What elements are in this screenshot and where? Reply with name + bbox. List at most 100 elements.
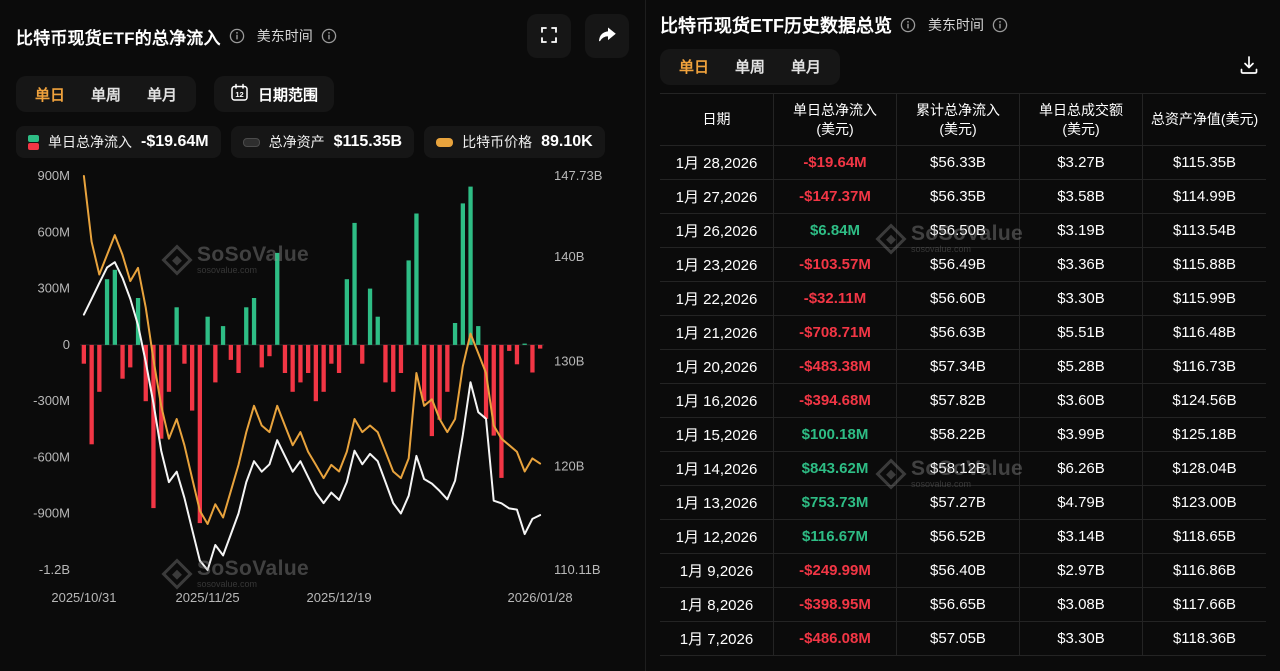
legend-total-assets[interactable]: 总净资产 $115.35B [230, 126, 415, 158]
cumulative-flow-cell: $56.52B [897, 520, 1020, 554]
svg-text:2026/01/28: 2026/01/28 [508, 590, 573, 605]
date-cell: 1月 21,2026 [660, 316, 774, 350]
volume-cell: $3.14B [1020, 520, 1143, 554]
daily-flow-cell: $100.18M [774, 418, 897, 452]
tab-daily[interactable]: 单日 [22, 79, 78, 110]
download-button[interactable] [1232, 48, 1266, 85]
nav-cell: $123.00B [1143, 486, 1266, 520]
daily-flow-cell: $6.84M [774, 214, 897, 248]
table-header-row: 日期 单日总净流入 (美元) 累计总净流入 (美元) 单日总成交额 (美元) 总资产净值(美元… [660, 93, 1266, 146]
svg-text:2025/11/25: 2025/11/25 [176, 590, 240, 605]
table-row: 1月 15,2026 $100.18M $58.22B $3.99B $125.18B [660, 418, 1266, 452]
info-icon[interactable] [229, 28, 245, 44]
column-header: 累计总净流入 (美元) [897, 94, 1020, 146]
svg-text:140B: 140B [554, 249, 584, 264]
date-cell: 1月 8,2026 [660, 588, 774, 622]
column-header: 总资产净值(美元) [1143, 94, 1266, 146]
volume-cell: $3.36B [1020, 248, 1143, 282]
nav-cell: $125.18B [1143, 418, 1266, 452]
share-icon [597, 25, 617, 48]
date-cell: 1月 16,2026 [660, 384, 774, 418]
tab-weekly[interactable]: 单周 [722, 51, 778, 82]
period-tabs: 单日 单周 单月 [16, 76, 197, 112]
nav-cell: $115.35B [1143, 146, 1266, 180]
nav-cell: $115.99B [1143, 282, 1266, 316]
flow-chart[interactable]: 900M 600M 300M 0 -300M -600M -900M -1.2B 147.73B… [16, 166, 629, 614]
daily-flow-cell: -$249.99M [774, 554, 897, 588]
history-table-panel: 比特币现货ETF历史数据总览 美东时间 单日 单周 单月 [646, 0, 1280, 671]
volume-cell: $3.08B [1020, 588, 1143, 622]
table-row: 1月 27,2026 -$147.37M $56.35B $3.58B $114.99B [660, 180, 1266, 214]
date-cell: 1月 12,2026 [660, 520, 774, 554]
chart-title: 比特币现货ETF的总净流入 [16, 28, 221, 48]
legend-daily-flow[interactable]: 单日总净流入 -$19.64M [16, 126, 221, 158]
calendar-icon: 12 [230, 83, 249, 106]
period-tabs: 单日 单周 单月 [660, 48, 841, 85]
share-button[interactable] [585, 14, 629, 58]
tab-monthly[interactable]: 单月 [134, 79, 190, 110]
cumulative-flow-cell: $57.05B [897, 622, 1020, 656]
cumulative-flow-cell: $57.27B [897, 486, 1020, 520]
volume-cell: $3.99B [1020, 418, 1143, 452]
tab-monthly[interactable]: 单月 [778, 51, 834, 82]
flow-chart-panel: 比特币现货ETF的总净流入 美东时间 [16, 0, 646, 671]
svg-text:-600M: -600M [33, 449, 70, 464]
table-row: 1月 12,2026 $116.67M $56.52B $3.14B $118.65B [660, 520, 1266, 554]
volume-cell: $5.28B [1020, 350, 1143, 384]
daily-flow-cell: -$398.95M [774, 588, 897, 622]
column-header: 单日总净流入 (美元) [774, 94, 897, 146]
table-row: 1月 14,2026 $843.62M $58.12B $6.26B $128.04B [660, 452, 1266, 486]
price-pill-icon [436, 137, 454, 147]
column-header: 单日总成交额 (美元) [1020, 94, 1143, 146]
cumulative-flow-cell: $56.40B [897, 554, 1020, 588]
cumulative-flow-cell: $58.12B [897, 452, 1020, 486]
nav-cell: $115.88B [1143, 248, 1266, 282]
fullscreen-button[interactable] [527, 14, 571, 58]
price-line [82, 175, 542, 525]
left-panel-header: 比特币现货ETF的总净流入 美东时间 [16, 14, 629, 58]
nav-cell: $116.48B [1143, 316, 1266, 350]
timezone-label: 美东时间 [256, 28, 313, 44]
cumulative-flow-cell: $57.34B [897, 350, 1020, 384]
table-grid: 日期 单日总净流入 (美元) 累计总净流入 (美元) 单日总成交额 (美元) 总资产净值(美元… [660, 93, 1266, 656]
tab-weekly[interactable]: 单周 [78, 79, 134, 110]
info-icon[interactable] [900, 17, 916, 33]
nav-cell: $128.04B [1143, 452, 1266, 486]
nav-cell: $114.99B [1143, 180, 1266, 214]
svg-text:300M: 300M [37, 281, 70, 296]
daily-flow-cell: -$103.57M [774, 248, 897, 282]
date-cell: 1月 15,2026 [660, 418, 774, 452]
volume-cell: $3.19B [1020, 214, 1143, 248]
history-table: 日期 单日总净流入 (美元) 累计总净流入 (美元) 单日总成交额 (美元) 总资产净值(美元… [660, 93, 1266, 656]
svg-text:-300M: -300M [33, 393, 70, 408]
flow-bars-icon [28, 134, 39, 150]
svg-text:0: 0 [63, 337, 70, 352]
info-icon[interactable] [321, 28, 337, 44]
info-icon[interactable] [992, 17, 1008, 33]
date-cell: 1月 20,2026 [660, 350, 774, 384]
daily-flow-cell: -$486.08M [774, 622, 897, 656]
daily-flow-cell: -$147.37M [774, 180, 897, 214]
svg-text:147.73B: 147.73B [554, 168, 602, 183]
table-row: 1月 13,2026 $753.73M $57.27B $4.79B $123.00B [660, 486, 1266, 520]
daily-flow-cell: -$394.68M [774, 384, 897, 418]
date-cell: 1月 23,2026 [660, 248, 774, 282]
table-row: 1月 7,2026 -$486.08M $57.05B $3.30B $118.36B [660, 622, 1266, 656]
flow-chart-svg: 900M 600M 300M 0 -300M -600M -900M -1.2B 147.73B… [33, 168, 602, 605]
tab-daily[interactable]: 单日 [666, 51, 722, 82]
date-cell: 1月 9,2026 [660, 554, 774, 588]
volume-cell: $6.26B [1020, 452, 1143, 486]
volume-cell: $4.79B [1020, 486, 1143, 520]
date-cell: 1月 28,2026 [660, 146, 774, 180]
daily-flow-cell: -$708.71M [774, 316, 897, 350]
table-controls: 单日 单周 单月 [660, 48, 1266, 85]
assets-line [82, 261, 542, 571]
svg-text:12: 12 [235, 90, 243, 99]
cumulative-flow-cell: $56.65B [897, 588, 1020, 622]
date-range-button[interactable]: 12 日期范围 [214, 76, 335, 112]
daily-flow-cell: -$32.11M [774, 282, 897, 316]
svg-text:130B: 130B [554, 354, 584, 369]
table-row: 1月 26,2026 $6.84M $56.50B $3.19B $113.54B [660, 214, 1266, 248]
legend-btc-price[interactable]: 比特币价格 89.10K [424, 126, 605, 158]
